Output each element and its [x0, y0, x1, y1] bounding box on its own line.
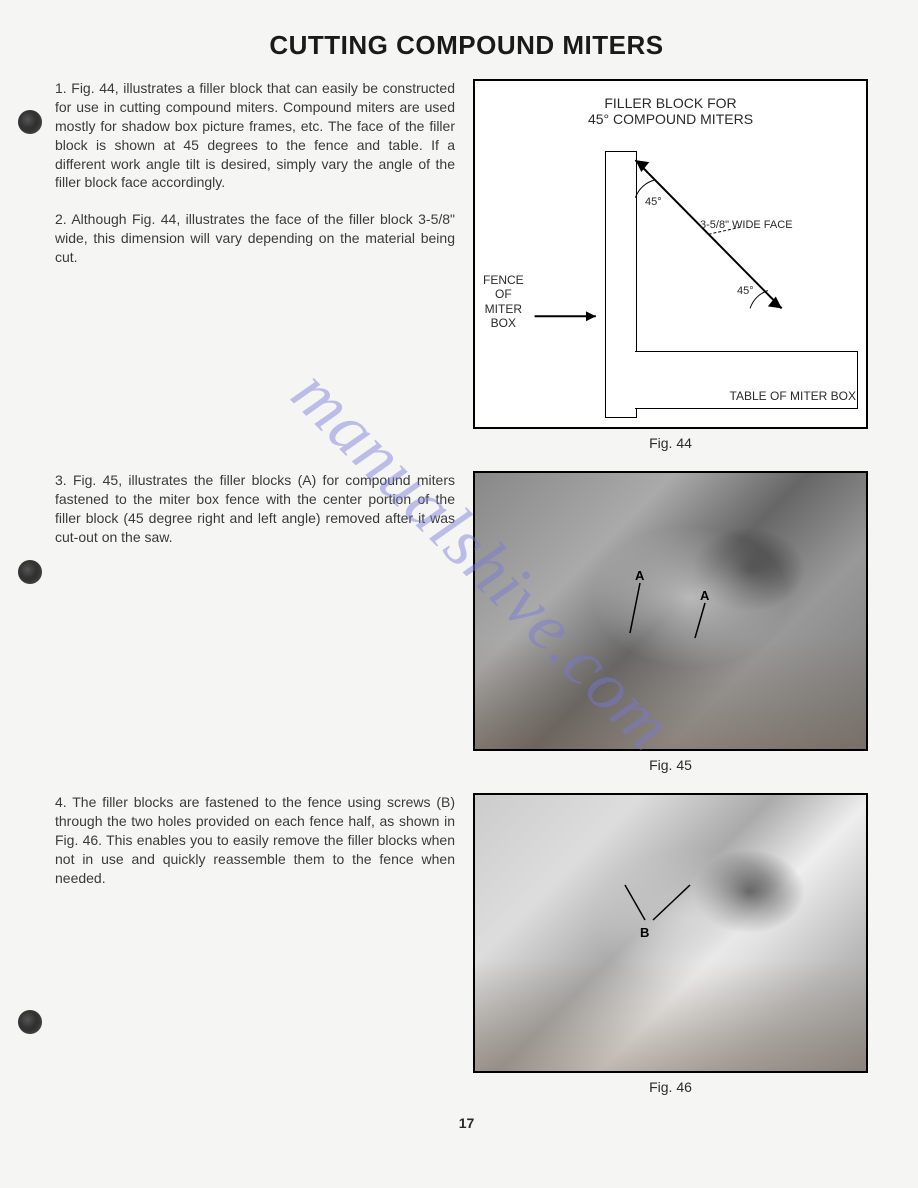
- fig44-angle-bottom: 45°: [737, 285, 754, 297]
- page-number: 17: [55, 1115, 878, 1131]
- section-2: 3. Fig. 45, illustrates the filler block…: [55, 471, 878, 773]
- figure-44-column: FILLER BLOCK FOR 45° COMPOUND MITERS FEN…: [473, 79, 868, 451]
- manual-page: CUTTING COMPOUND MITERS 1. Fig. 44, illu…: [0, 0, 918, 1151]
- text-column-2: 3. Fig. 45, illustrates the filler block…: [55, 471, 455, 773]
- figure-44-diagram: FILLER BLOCK FOR 45° COMPOUND MITERS FEN…: [473, 79, 868, 429]
- fig44-svg-overlay: [475, 81, 866, 427]
- figure-46-photo: B: [473, 793, 868, 1073]
- fig44-caption: Fig. 44: [473, 435, 868, 451]
- figure-45-photo: A A: [473, 471, 868, 751]
- text-column-3: 4. The filler blocks are fastened to the…: [55, 793, 455, 1095]
- paragraph-2: 2. Although Fig. 44, illustrates the fac…: [55, 210, 455, 267]
- paragraph-3: 3. Fig. 45, illustrates the filler block…: [55, 471, 455, 547]
- section-3: 4. The filler blocks are fastened to the…: [55, 793, 878, 1095]
- fig46-caption: Fig. 46: [473, 1079, 868, 1095]
- paragraph-1: 1. Fig. 44, illustrates a filler block t…: [55, 79, 455, 192]
- page-title: CUTTING COMPOUND MITERS: [55, 30, 878, 61]
- section-1: 1. Fig. 44, illustrates a filler block t…: [55, 79, 878, 451]
- paragraph-4: 4. The filler blocks are fastened to the…: [55, 793, 455, 887]
- fig46-leaders: [475, 795, 866, 1071]
- fig44-face-label: 3-5/8" WIDE FACE: [700, 219, 793, 231]
- fig45-caption: Fig. 45: [473, 757, 868, 773]
- figure-45-column: A A Fig. 45: [473, 471, 868, 773]
- fig44-angle-top: 45°: [645, 196, 662, 208]
- fig45-leaders: [475, 473, 866, 749]
- figure-46-column: B Fig. 46: [473, 793, 868, 1095]
- text-column-1: 1. Fig. 44, illustrates a filler block t…: [55, 79, 455, 451]
